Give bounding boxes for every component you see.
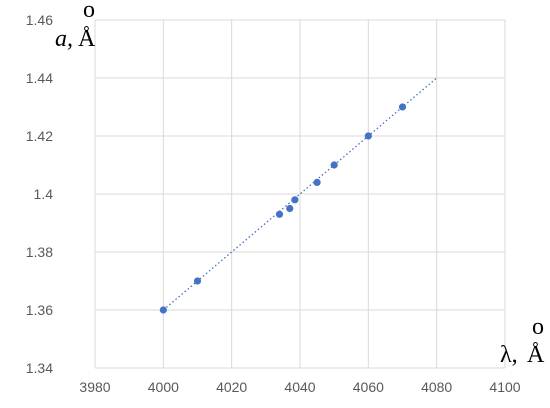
data-point bbox=[275, 210, 284, 218]
grid-lines bbox=[94, 19, 506, 369]
y-axis-title-ring: o bbox=[83, 0, 95, 23]
data-point bbox=[364, 132, 372, 140]
x-tick-label: 4040 bbox=[284, 379, 315, 395]
tick-labels: 3980 4000 4020 4040 4060 4080 4100 1.34 1.36 1.38… bbox=[26, 12, 521, 395]
y-tick-label: 1.4 bbox=[34, 186, 54, 202]
data-point bbox=[330, 161, 338, 169]
x-axis-title: λ, Å o bbox=[500, 314, 545, 368]
y-tick-label: 1.44 bbox=[26, 70, 53, 86]
y-axis-title-unit: Å bbox=[78, 26, 96, 52]
x-axis-title-unit: Å bbox=[527, 342, 545, 368]
y-tick-label: 1.38 bbox=[26, 244, 53, 260]
data-point bbox=[286, 204, 294, 213]
x-tick-label: 4020 bbox=[216, 379, 247, 395]
y-tick-label: 1.42 bbox=[26, 128, 53, 144]
y-tick-label: 1.36 bbox=[26, 302, 53, 318]
x-axis-title-ring: o bbox=[532, 314, 544, 340]
y-tick-label: 1.46 bbox=[26, 12, 53, 28]
y-axis-title-symbol: a, bbox=[55, 26, 73, 52]
x-tick-label: 4080 bbox=[421, 379, 452, 395]
data-point bbox=[291, 196, 299, 204]
data-point bbox=[398, 103, 407, 111]
x-tick-label: 4060 bbox=[353, 379, 384, 395]
x-tick-label: 4000 bbox=[148, 379, 179, 395]
x-axis-title-symbol: λ, bbox=[500, 342, 518, 368]
data-points bbox=[159, 103, 407, 314]
x-tick-label: 3980 bbox=[79, 379, 110, 395]
data-point bbox=[313, 178, 321, 186]
x-tick-label: 4100 bbox=[489, 379, 520, 395]
y-axis-title: a, Å o bbox=[55, 0, 96, 52]
y-tick-label: 1.34 bbox=[26, 360, 53, 376]
data-point bbox=[193, 277, 202, 285]
data-point bbox=[159, 306, 167, 314]
